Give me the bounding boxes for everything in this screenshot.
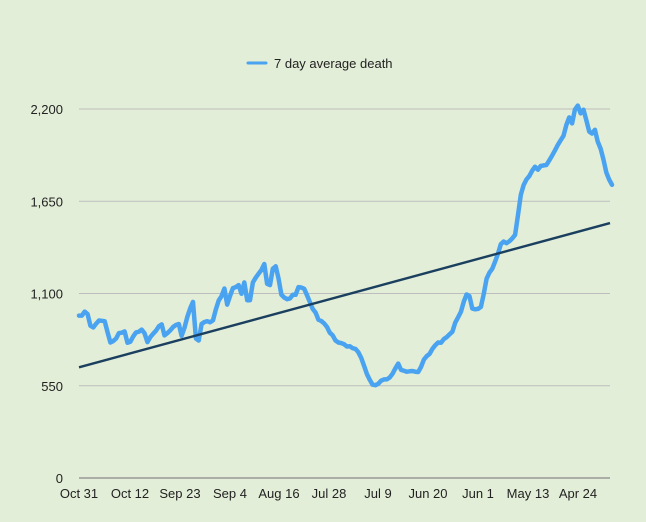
x-tick-label: Aug 16 — [258, 486, 299, 501]
trendline — [78, 221, 611, 369]
x-tick-label: Jul 9 — [364, 486, 391, 501]
y-axis-tick-labels: 0 550 1,100 1,650 2,200 — [30, 102, 63, 486]
legend-label: 7 day average death — [274, 56, 393, 71]
y-tick-label: 1,650 — [30, 194, 63, 209]
plot-area — [76, 103, 615, 388]
x-tick-label: Sep 4 — [213, 486, 247, 501]
x-tick-label: May 13 — [507, 486, 550, 501]
x-tick-label: Jun 20 — [408, 486, 447, 501]
legend: 7 day average death — [246, 56, 393, 71]
y-tick-label: 2,200 — [30, 102, 63, 117]
y-tick-label: 0 — [56, 471, 63, 486]
x-tick-label: Jul 28 — [312, 486, 347, 501]
x-tick-label: Oct 31 — [60, 486, 98, 501]
x-axis-tick-labels: Oct 31 Oct 12 Sep 23 Sep 4 Aug 16 Jul 28 Jul 9… — [60, 486, 597, 501]
series-line-7-day-average-death — [76, 103, 615, 388]
grid-lines — [79, 108, 610, 479]
x-tick-label: Sep 23 — [159, 486, 200, 501]
x-tick-label: Oct 12 — [111, 486, 149, 501]
x-tick-label: Apr 24 — [559, 486, 597, 501]
y-tick-label: 550 — [41, 379, 63, 394]
y-tick-label: 1,100 — [30, 287, 63, 302]
x-tick-label: Jun 1 — [462, 486, 494, 501]
